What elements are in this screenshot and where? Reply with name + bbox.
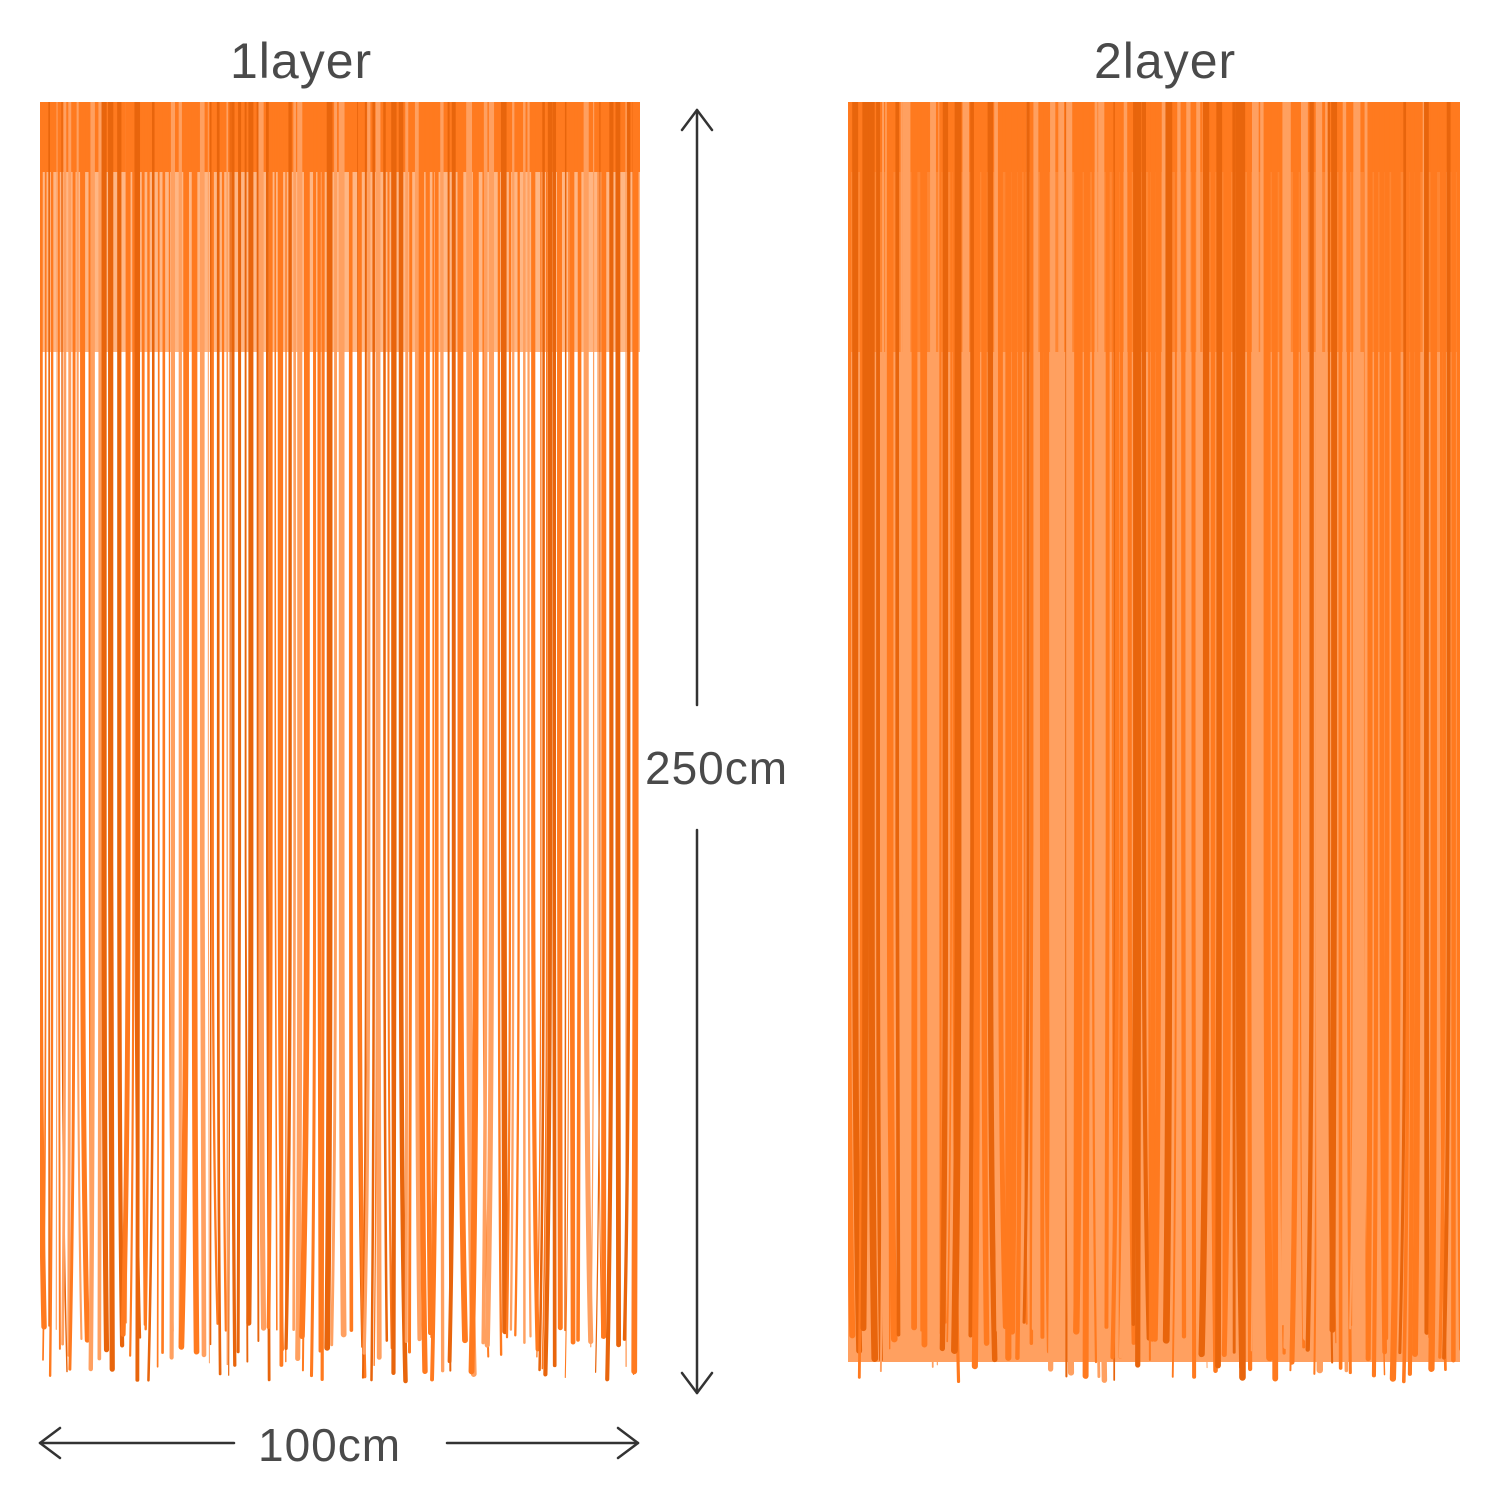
width-label: 100cm [258, 1419, 402, 1471]
height-label: 250cm [645, 742, 789, 794]
layer1-label: 1layer [230, 33, 373, 89]
layer2-label: 2layer [1094, 33, 1237, 89]
curtain-two-layer [848, 102, 1460, 1402]
curtain-one-layer [40, 102, 640, 1402]
